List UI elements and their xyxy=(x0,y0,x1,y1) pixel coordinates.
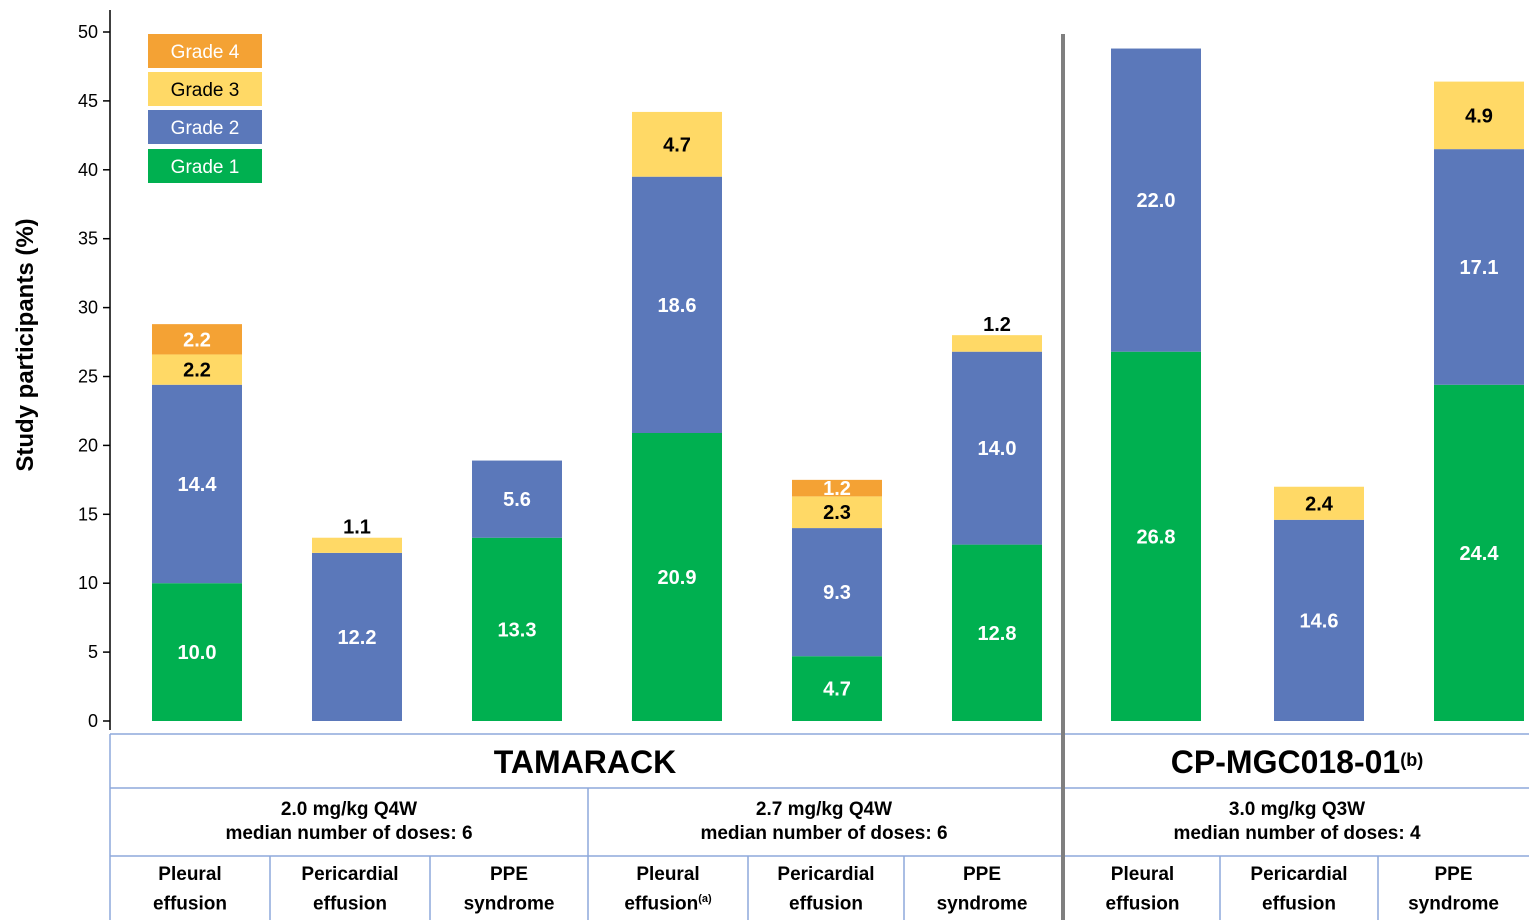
data-label: 4.9 xyxy=(1465,105,1493,127)
legend-swatch xyxy=(148,34,262,68)
category-label: Pleural effusion xyxy=(153,864,227,915)
y-tick-label: 25 xyxy=(78,367,98,387)
data-label: 20.9 xyxy=(658,567,697,589)
data-label: 1.2 xyxy=(983,314,1011,336)
bar-segment-grade-1 xyxy=(1434,384,1524,721)
data-label: 1.2 xyxy=(823,478,851,500)
data-label: 9.3 xyxy=(823,582,851,604)
data-label: 26.8 xyxy=(1137,526,1176,548)
data-label: 4.7 xyxy=(663,134,691,156)
y-tick-label: 40 xyxy=(78,160,98,180)
bar-segment-grade-2 xyxy=(632,176,722,433)
data-label: 24.4 xyxy=(1460,543,1500,565)
dose-label-2-0: 2.0 mg/kg Q4W median number of doses: 6 xyxy=(225,799,473,844)
category-label: Pericardial effusion xyxy=(1250,864,1348,915)
bar-segment-grade-3 xyxy=(312,537,402,553)
bar-segment-grade-2 xyxy=(792,528,882,657)
data-label: 1.1 xyxy=(343,517,371,539)
data-label: 17.1 xyxy=(1460,257,1499,279)
data-label: 2.3 xyxy=(823,502,851,524)
data-label: 12.2 xyxy=(338,627,377,649)
bar-segment-grade-1 xyxy=(632,432,722,721)
study-label-cp-mgc018-01: CP-MGC018-01 (b) xyxy=(1170,743,1424,780)
category-label: Pleural effusion xyxy=(1105,864,1180,915)
data-label: 2.2 xyxy=(183,329,211,351)
y-tick-label: 50 xyxy=(78,22,98,42)
category-label: Pericardial effusion xyxy=(777,864,875,915)
bar-segment-grade-3 xyxy=(632,111,722,177)
data-label: 22.0 xyxy=(1137,190,1176,212)
bar-segment-grade-2 xyxy=(472,460,562,538)
dose-label-3-0: 3.0 mg/kg Q3W median number of doses: 4 xyxy=(1173,799,1421,844)
bar-segment-grade-3 xyxy=(792,496,882,529)
legend-swatch xyxy=(148,110,262,144)
bar-segment-grade-2 xyxy=(152,384,242,584)
y-tick-label: 20 xyxy=(78,435,98,455)
bar-segment-grade-3 xyxy=(952,335,1042,352)
y-axis-label: Study participants (%) xyxy=(12,218,39,472)
y-tick-label: 30 xyxy=(78,298,98,318)
bar-segment-grade-2 xyxy=(952,351,1042,545)
y-tick-label: 15 xyxy=(78,504,98,524)
bar-segment-grade-2 xyxy=(1274,519,1364,721)
data-label: 14.4 xyxy=(178,474,218,496)
legend-label: Grade 1 xyxy=(171,157,240,178)
data-label: 13.3 xyxy=(498,619,537,641)
data-label: 18.6 xyxy=(658,295,697,317)
y-tick-label: 0 xyxy=(88,711,98,731)
bar-segment-grade-1 xyxy=(952,544,1042,721)
bar-segment-grade-4 xyxy=(792,479,882,497)
y-tick-label: 35 xyxy=(78,229,98,249)
legend-label: Grade 2 xyxy=(171,118,240,139)
data-label: 10.0 xyxy=(178,642,217,664)
data-label: 5.6 xyxy=(503,489,531,511)
bar-segment-grade-3 xyxy=(1434,81,1524,150)
data-label: 14.0 xyxy=(978,438,1017,460)
legend-label: Grade 4 xyxy=(171,42,240,63)
bar-segment-grade-3 xyxy=(1274,486,1364,520)
data-label: 14.6 xyxy=(1300,610,1339,632)
category-label: PPE syndrome xyxy=(936,864,1028,915)
data-label: 2.2 xyxy=(183,360,211,382)
category-label: Pleural effusion(a) xyxy=(624,864,712,915)
y-tick-label: 5 xyxy=(88,642,98,662)
data-label: 12.8 xyxy=(978,623,1017,645)
dose-label-2-7: 2.7 mg/kg Q4W median number of doses: 6 xyxy=(700,799,948,844)
y-tick-label: 10 xyxy=(78,573,98,593)
bar-segment-grade-1 xyxy=(152,583,242,721)
y-tick-label: 45 xyxy=(78,91,98,111)
category-label: PPE syndrome xyxy=(463,864,555,915)
category-label: PPE syndrome xyxy=(1408,864,1499,915)
bar-segment-grade-2 xyxy=(1111,48,1201,352)
bar-segment-grade-1 xyxy=(792,656,882,721)
bar-segment-grade-2 xyxy=(1434,149,1524,385)
legend-label: Grade 3 xyxy=(171,80,240,101)
bar-segment-grade-1 xyxy=(472,537,562,721)
bar-segment-grade-1 xyxy=(1111,351,1201,721)
data-label: 4.7 xyxy=(823,679,851,701)
legend-swatch xyxy=(148,149,262,183)
bar-segment-grade-2 xyxy=(312,552,402,721)
category-label: Pericardial effusion xyxy=(301,864,399,915)
bar-segment-grade-4 xyxy=(152,324,242,355)
bar-segment-grade-3 xyxy=(152,354,242,385)
study-label-tamarack: TAMARACK xyxy=(493,743,677,780)
data-label: 2.4 xyxy=(1305,493,1334,515)
legend-swatch xyxy=(148,72,262,106)
